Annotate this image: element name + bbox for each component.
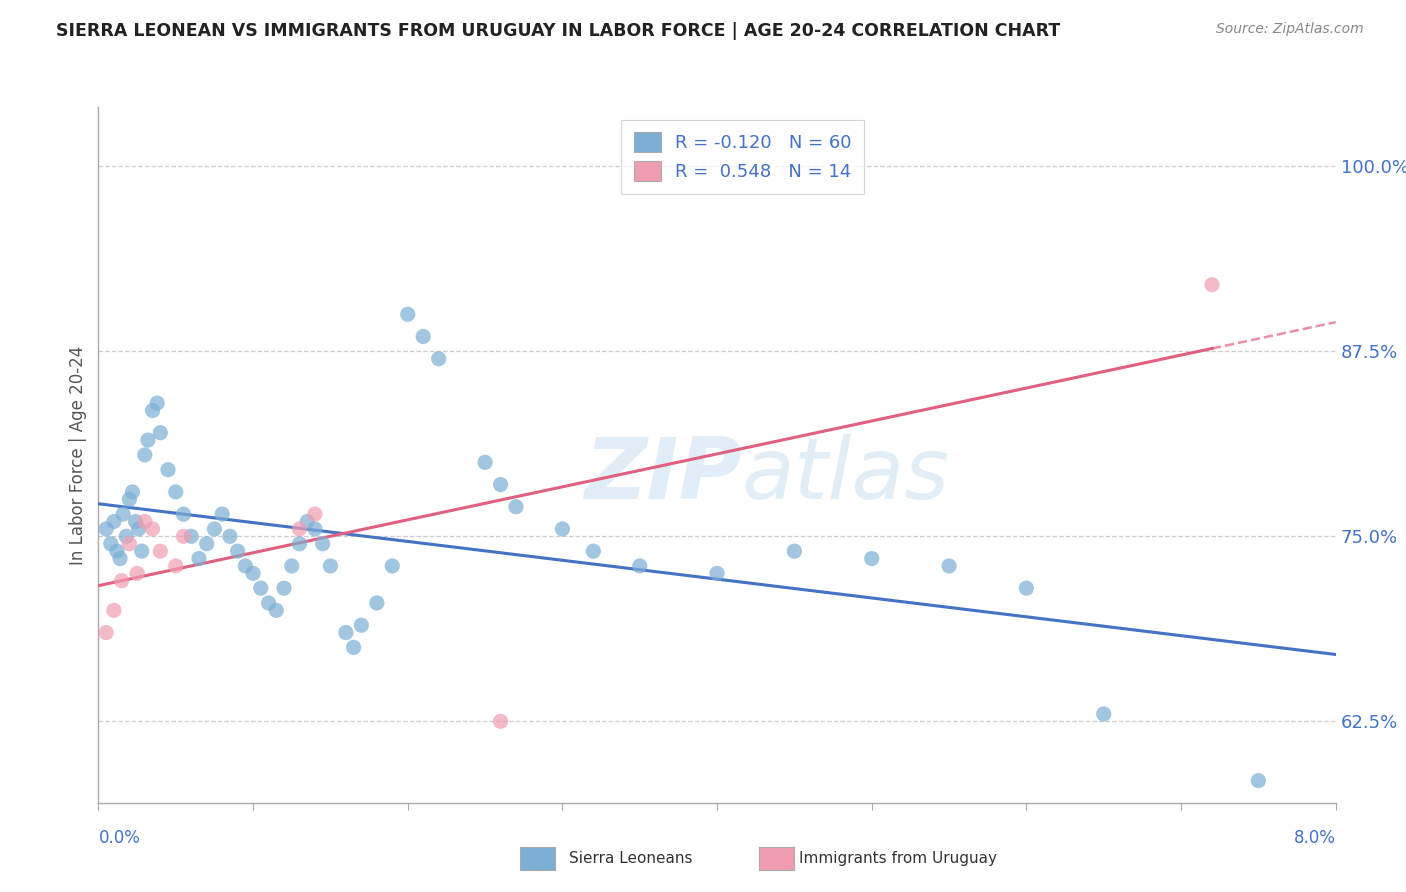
Legend: R = -0.120   N = 60, R =  0.548   N = 14: R = -0.120 N = 60, R = 0.548 N = 14	[621, 120, 865, 194]
Point	[96, 522, 118, 536]
Point	[312, 537, 335, 551]
Text: Sierra Leoneans: Sierra Leoneans	[569, 852, 693, 866]
Point	[783, 544, 806, 558]
Point	[211, 507, 233, 521]
Point	[141, 522, 165, 536]
Text: 8.0%: 8.0%	[1294, 830, 1336, 847]
Point	[118, 537, 141, 551]
Point	[103, 515, 125, 529]
Point	[105, 544, 128, 558]
Point	[304, 522, 326, 536]
Point	[103, 603, 125, 617]
Point	[195, 537, 218, 551]
Point	[396, 307, 419, 321]
Point	[427, 351, 450, 366]
Point	[1201, 277, 1223, 292]
Point	[288, 522, 311, 536]
Point	[136, 433, 159, 447]
Point	[304, 507, 326, 521]
Point	[188, 551, 211, 566]
Point	[141, 403, 165, 417]
Text: ZIP: ZIP	[583, 434, 742, 517]
Point	[366, 596, 388, 610]
Point	[149, 425, 172, 440]
Text: atlas: atlas	[742, 434, 950, 517]
Point	[1247, 773, 1270, 788]
Point	[134, 515, 156, 529]
Point	[165, 558, 187, 573]
Point	[172, 529, 194, 543]
Point	[121, 484, 143, 499]
Point	[131, 544, 153, 558]
Point	[706, 566, 728, 581]
Point	[115, 529, 138, 543]
Point	[112, 507, 135, 521]
Point	[149, 544, 172, 558]
Text: Immigrants from Uruguay: Immigrants from Uruguay	[799, 852, 997, 866]
Point	[134, 448, 156, 462]
Point	[128, 522, 150, 536]
Point	[381, 558, 404, 573]
Point	[288, 537, 311, 551]
Point	[319, 558, 342, 573]
Point	[157, 463, 180, 477]
Point	[250, 581, 273, 595]
Point	[111, 574, 132, 588]
Point	[412, 329, 434, 343]
Point	[582, 544, 605, 558]
Point	[118, 492, 141, 507]
Point	[233, 558, 257, 573]
Point	[226, 544, 249, 558]
Point	[489, 714, 512, 729]
Point	[124, 515, 146, 529]
Point	[938, 558, 960, 573]
Point	[96, 625, 118, 640]
Point	[108, 551, 131, 566]
Point	[335, 625, 357, 640]
Point	[1015, 581, 1038, 595]
Text: SIERRA LEONEAN VS IMMIGRANTS FROM URUGUAY IN LABOR FORCE | AGE 20-24 CORRELATION: SIERRA LEONEAN VS IMMIGRANTS FROM URUGUA…	[56, 22, 1060, 40]
Y-axis label: In Labor Force | Age 20-24: In Labor Force | Age 20-24	[69, 345, 87, 565]
Point	[273, 581, 295, 595]
Point	[180, 529, 202, 543]
Point	[474, 455, 496, 469]
Point	[1092, 706, 1115, 721]
Point	[264, 603, 288, 617]
Point	[489, 477, 512, 491]
Point	[100, 537, 122, 551]
Point	[257, 596, 280, 610]
Point	[281, 558, 304, 573]
Point	[628, 558, 651, 573]
Point	[505, 500, 527, 514]
Point	[127, 566, 149, 581]
Point	[551, 522, 574, 536]
Point	[146, 396, 169, 410]
Point	[343, 640, 366, 655]
Point	[165, 484, 187, 499]
Point	[297, 515, 319, 529]
Text: Source: ZipAtlas.com: Source: ZipAtlas.com	[1216, 22, 1364, 37]
Point	[242, 566, 264, 581]
Text: 0.0%: 0.0%	[98, 830, 141, 847]
Point	[350, 618, 373, 632]
Point	[172, 507, 194, 521]
Point	[204, 522, 226, 536]
Point	[219, 529, 242, 543]
Point	[860, 551, 883, 566]
